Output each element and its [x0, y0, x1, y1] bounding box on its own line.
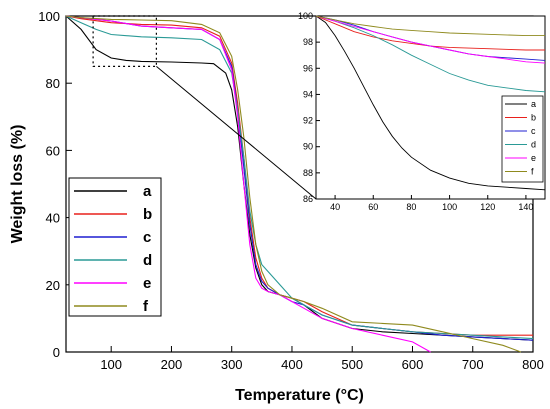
inset-y-tick-label: 90	[303, 142, 313, 152]
main-x-tick-label: 300	[221, 357, 243, 372]
inset-x-tick-label: 60	[368, 202, 378, 212]
inset-y-tick-label: 98	[303, 37, 313, 47]
inset-y-tick-label: 88	[303, 168, 313, 178]
main-y-tick-label: 100	[38, 9, 60, 24]
zoom-connector-lines	[156, 15, 317, 200]
main-x-tick-label: 700	[462, 357, 484, 372]
inset-x-tick-label: 40	[330, 202, 340, 212]
inset-legend-label-d: d	[531, 140, 536, 150]
zoom-region-box	[92, 15, 157, 68]
main-x-tick-label: 800	[522, 357, 544, 372]
series-line-a	[65, 15, 534, 341]
series-line-d	[65, 15, 534, 340]
inset-x-tick-label: 100	[442, 202, 457, 212]
inset-legend-label-e: e	[531, 153, 536, 163]
inset-x-tick-label: 120	[480, 202, 495, 212]
inset-legend-label-f: f	[531, 167, 534, 177]
zoom-connector-bottom	[156, 66, 317, 200]
legend-label-e: e	[143, 275, 151, 292]
main-x-tick-label: 600	[402, 357, 424, 372]
legend-label-c: c	[143, 229, 151, 246]
series-line-e	[65, 15, 431, 353]
inset-series-line-e	[315, 15, 546, 64]
legend-label-f: f	[143, 298, 149, 315]
legend-label-a: a	[143, 183, 152, 200]
inset-series-line-b	[315, 15, 545, 51]
series-line-f	[65, 15, 522, 353]
inset-y-tick-label: 94	[303, 89, 313, 99]
inset-y-tick-label: 96	[303, 63, 313, 73]
y-axis-title: Weight loss (%)	[9, 125, 26, 244]
main-x-tick-label: 400	[281, 357, 303, 372]
inset-y-tick-label: 92	[303, 116, 313, 126]
main-y-tick-label: 20	[46, 278, 60, 293]
inset-series-line-d	[315, 15, 546, 93]
legend-label-b: b	[143, 206, 152, 223]
main-y-tick-label: 80	[46, 76, 60, 91]
main-x-tick-label: 500	[341, 357, 363, 372]
legend-label-d: d	[143, 252, 152, 269]
inset-series-line-a	[315, 15, 546, 191]
main-y-tick-label: 0	[53, 345, 60, 360]
main-y-tick-label: 60	[46, 143, 60, 158]
inset-legend	[501, 95, 544, 183]
main-legend	[68, 177, 162, 317]
main-plot: 100 200 300 400 500 600 700 800 0 20 40 60 80 100 Temp…	[9, 9, 544, 404]
inset-legend-label-c: c	[531, 126, 536, 136]
main-y-tick-label: 40	[46, 211, 60, 226]
x-axis-title: Temperature (°C)	[235, 387, 364, 404]
inset-x-tick-label: 80	[406, 202, 416, 212]
inset-x-tick-label: 140	[518, 202, 533, 212]
inset-y-tick-label: 100	[298, 11, 313, 21]
inset-legend-label-b: b	[531, 113, 536, 123]
inset-legend-label-a: a	[531, 99, 536, 109]
main-x-tick-label: 200	[161, 357, 183, 372]
inset-series-line-f	[315, 15, 545, 37]
main-x-tick-label: 100	[100, 357, 122, 372]
inset-y-tick-label: 86	[303, 194, 313, 204]
